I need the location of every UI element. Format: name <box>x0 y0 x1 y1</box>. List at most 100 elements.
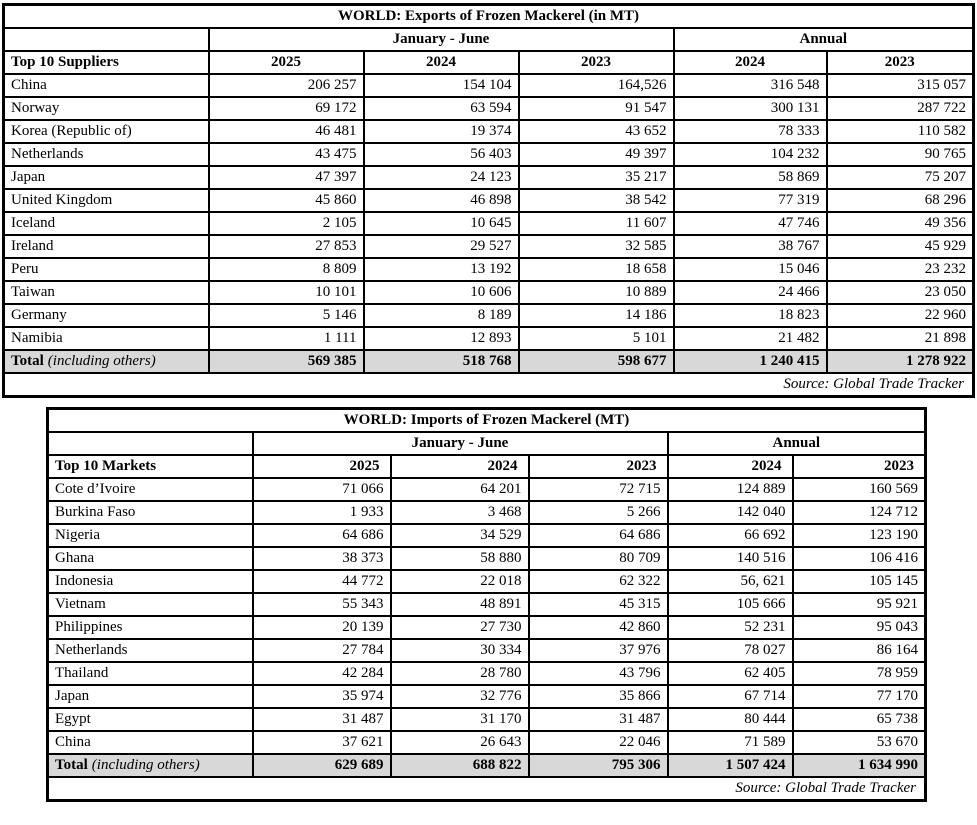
value-cell: 21 482 <box>672 326 828 351</box>
total-row: Total (including others) 629 689 688 822 … <box>46 753 927 778</box>
country-cell: Cote d’Ivoire <box>46 477 254 502</box>
table-row: Nigeria 64 686 34 529 64 686 66 692 123 190 <box>46 523 927 548</box>
value-cell: 3 468 <box>389 500 530 525</box>
table-row: China 206 257 154 104 164,526 316 548 315 057 <box>2 73 975 98</box>
total-label: Total (including others) <box>46 753 254 778</box>
total-value-cell: 518 768 <box>362 349 520 374</box>
total-value-cell: 795 306 <box>527 753 669 778</box>
country-cell: Peru <box>2 257 210 282</box>
annual-group-header: Annual <box>672 27 975 52</box>
year-header: 2025 <box>251 454 392 479</box>
table-row: Japan 35 974 32 776 35 866 67 714 77 170 <box>46 684 927 709</box>
value-cell: 35 217 <box>517 165 675 190</box>
country-cell: China <box>46 730 254 755</box>
value-cell: 1 111 <box>207 326 365 351</box>
value-cell: 12 893 <box>362 326 520 351</box>
value-cell: 47 397 <box>207 165 365 190</box>
table-row: United Kingdom 45 860 46 898 38 542 77 319 68… <box>2 188 975 213</box>
value-cell: 10 645 <box>362 211 520 236</box>
country-cell: Vietnam <box>46 592 254 617</box>
value-cell: 75 207 <box>825 165 975 190</box>
year-header: 2024 <box>666 454 794 479</box>
country-cell: Thailand <box>46 661 254 686</box>
value-cell: 160 569 <box>791 477 927 502</box>
value-cell: 72 715 <box>527 477 669 502</box>
value-cell: 42 860 <box>527 615 669 640</box>
value-cell: 106 416 <box>791 546 927 571</box>
value-cell: 43 652 <box>517 119 675 144</box>
table-row: Japan 47 397 24 123 35 217 58 869 75 207 <box>2 165 975 190</box>
value-cell: 48 891 <box>389 592 530 617</box>
value-cell: 64 201 <box>389 477 530 502</box>
country-cell: Taiwan <box>2 280 210 305</box>
corner-cell <box>2 27 210 52</box>
value-cell: 77 319 <box>672 188 828 213</box>
total-value-cell: 598 677 <box>517 349 675 374</box>
value-cell: 95 043 <box>791 615 927 640</box>
value-cell: 11 607 <box>517 211 675 236</box>
year-header: 2023 <box>517 50 675 75</box>
imports-table: WORLD: Imports of Frozen Mackerel (MT) J… <box>46 407 927 802</box>
country-cell: Norway <box>2 96 210 121</box>
value-cell: 206 257 <box>207 73 365 98</box>
value-cell: 42 284 <box>251 661 392 686</box>
value-cell: 13 192 <box>362 257 520 282</box>
value-cell: 91 547 <box>517 96 675 121</box>
table-row: Netherlands 43 475 56 403 49 397 104 232 90 7… <box>2 142 975 167</box>
value-cell: 53 670 <box>791 730 927 755</box>
total-value-cell: 1 507 424 <box>666 753 794 778</box>
country-cell: Japan <box>46 684 254 709</box>
total-label-bold: Total <box>11 353 44 370</box>
value-cell: 65 738 <box>791 707 927 732</box>
value-cell: 46 898 <box>362 188 520 213</box>
year-header: 2024 <box>389 454 530 479</box>
total-value-cell: 569 385 <box>207 349 365 374</box>
country-cell: China <box>2 73 210 98</box>
value-cell: 31 487 <box>527 707 669 732</box>
value-cell: 105 666 <box>666 592 794 617</box>
value-cell: 52 231 <box>666 615 794 640</box>
total-value-cell: 1 240 415 <box>672 349 828 374</box>
source-note: Source: Global Trade Tracker <box>2 372 975 398</box>
table-row: Netherlands 27 784 30 334 37 976 78 027 86 16… <box>46 638 927 663</box>
value-cell: 18 658 <box>517 257 675 282</box>
annual-group-header: Annual <box>666 431 927 456</box>
table-row: Peru 8 809 13 192 18 658 15 046 23 232 <box>2 257 975 282</box>
table-row: Norway 69 172 63 594 91 547 300 131 287 722 <box>2 96 975 121</box>
title-row: WORLD: Exports of Frozen Mackerel (in MT… <box>2 3 975 29</box>
exports-table: WORLD: Exports of Frozen Mackerel (in MT… <box>2 3 975 398</box>
value-cell: 123 190 <box>791 523 927 548</box>
value-cell: 142 040 <box>666 500 794 525</box>
total-label-bold: Total <box>55 757 88 774</box>
value-cell: 86 164 <box>791 638 927 663</box>
table-row: Thailand 42 284 28 780 43 796 62 405 78 959 <box>46 661 927 686</box>
value-cell: 46 481 <box>207 119 365 144</box>
value-cell: 95 921 <box>791 592 927 617</box>
value-cell: 315 057 <box>825 73 975 98</box>
period-group-header: January - June <box>207 27 675 52</box>
table-row: Egypt 31 487 31 170 31 487 80 444 65 738 <box>46 707 927 732</box>
value-cell: 62 405 <box>666 661 794 686</box>
value-cell: 63 594 <box>362 96 520 121</box>
value-cell: 55 343 <box>251 592 392 617</box>
value-cell: 29 527 <box>362 234 520 259</box>
value-cell: 287 722 <box>825 96 975 121</box>
value-cell: 58 880 <box>389 546 530 571</box>
year-header: 2023 <box>527 454 669 479</box>
value-cell: 35 974 <box>251 684 392 709</box>
source-row: Source: Global Trade Tracker <box>2 372 975 398</box>
value-cell: 15 046 <box>672 257 828 282</box>
table-row: Ireland 27 853 29 527 32 585 38 767 45 929 <box>2 234 975 259</box>
value-cell: 14 186 <box>517 303 675 328</box>
table-row: Vietnam 55 343 48 891 45 315 105 666 95 921 <box>46 592 927 617</box>
value-cell: 30 334 <box>389 638 530 663</box>
table-row: Ghana 38 373 58 880 80 709 140 516 106 416 <box>46 546 927 571</box>
table-row: Cote d’Ivoire 71 066 64 201 72 715 124 889 16… <box>46 477 927 502</box>
value-cell: 64 686 <box>251 523 392 548</box>
value-cell: 124 889 <box>666 477 794 502</box>
value-cell: 22 018 <box>389 569 530 594</box>
year-header-row: Top 10 Markets 2025 2024 2023 2024 2023 <box>46 454 927 479</box>
table-row: Taiwan 10 101 10 606 10 889 24 466 23 050 <box>2 280 975 305</box>
value-cell: 24 466 <box>672 280 828 305</box>
